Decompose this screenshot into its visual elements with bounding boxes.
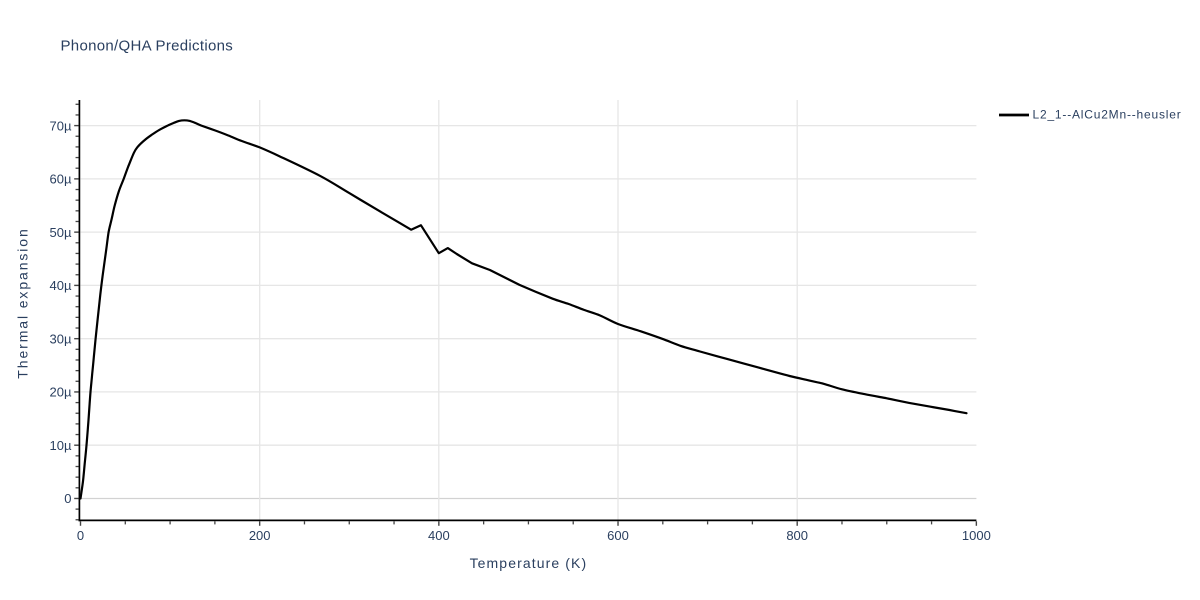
svg-text:30µ: 30µ xyxy=(50,331,72,346)
svg-text:60µ: 60µ xyxy=(50,172,72,187)
svg-text:1000: 1000 xyxy=(962,528,991,543)
svg-text:70µ: 70µ xyxy=(50,118,72,133)
svg-text:Phonon/QHA Predictions: Phonon/QHA Predictions xyxy=(61,38,234,55)
svg-text:10µ: 10µ xyxy=(50,438,72,453)
svg-text:0: 0 xyxy=(77,528,84,543)
svg-text:600: 600 xyxy=(607,528,629,543)
svg-text:0: 0 xyxy=(64,491,71,506)
svg-text:Thermal expansion: Thermal expansion xyxy=(15,227,31,378)
svg-text:20µ: 20µ xyxy=(50,385,72,400)
svg-text:L2_1--AlCu2Mn--heusler: L2_1--AlCu2Mn--heusler xyxy=(1033,108,1182,122)
svg-text:40µ: 40µ xyxy=(50,278,72,293)
svg-text:800: 800 xyxy=(786,528,808,543)
svg-text:Temperature (K): Temperature (K) xyxy=(470,555,588,571)
svg-text:200: 200 xyxy=(249,528,271,543)
svg-text:400: 400 xyxy=(428,528,450,543)
svg-text:50µ: 50µ xyxy=(50,225,72,240)
